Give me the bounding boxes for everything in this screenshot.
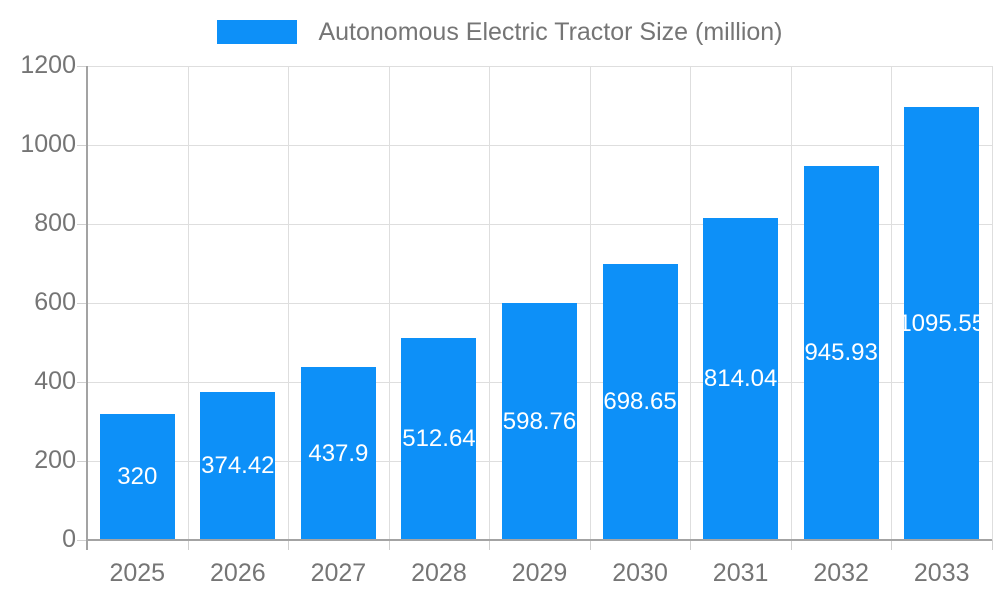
x-axis-tick-label: 2025	[109, 559, 166, 587]
x-gridline	[590, 66, 591, 540]
bar-value-label: 320	[117, 462, 158, 490]
x-axis-tick-label: 2027	[310, 559, 367, 587]
x-axis-tick-label: 2032	[813, 559, 869, 587]
y-axis-tick-label: 400	[34, 367, 76, 395]
y-axis-tick-label: 0	[62, 525, 76, 553]
bar[interactable]	[401, 337, 477, 540]
x-axis-tick-label: 2030	[612, 559, 668, 587]
x-gridline	[891, 66, 892, 540]
x-gridline	[489, 66, 490, 540]
x-axis-tick	[891, 540, 892, 550]
bar-value-label: 512.64	[402, 424, 476, 452]
bar[interactable]	[703, 218, 779, 540]
x-axis-tick-label: 2029	[511, 559, 568, 587]
y-gridline	[87, 224, 992, 225]
x-gridline	[992, 66, 993, 540]
bar-value-label: 698.65	[603, 388, 677, 416]
y-axis-line	[86, 66, 88, 550]
bar-value-label: 945.93	[804, 339, 878, 367]
y-axis-tick	[77, 224, 87, 225]
y-gridline	[87, 66, 992, 67]
bar-value-label: 814.04	[703, 365, 778, 393]
x-axis-tick	[690, 540, 691, 550]
x-axis-tick-label: 2026	[210, 559, 266, 587]
x-axis-tick	[590, 540, 591, 550]
bar[interactable]	[803, 166, 879, 540]
x-axis-tick-label: 2033	[913, 559, 970, 587]
y-gridline	[87, 145, 992, 146]
x-axis-tick	[992, 540, 993, 550]
bar[interactable]	[602, 264, 678, 540]
bar[interactable]	[904, 107, 980, 540]
y-axis-tick	[77, 461, 87, 462]
y-axis-tick	[77, 540, 87, 541]
x-gridline	[188, 66, 189, 540]
y-axis-tick	[77, 303, 87, 304]
y-axis-tick-label: 800	[34, 209, 76, 237]
bar[interactable]	[200, 392, 276, 540]
bar-value-label: 374.42	[201, 452, 275, 480]
x-axis-tick-label: 2028	[411, 559, 467, 587]
legend-item[interactable]: Autonomous Electric Tractor Size (millio…	[0, 18, 1000, 46]
x-axis-tick	[389, 540, 390, 550]
x-gridline	[690, 66, 691, 540]
x-gridline	[791, 66, 792, 540]
y-axis-tick-label: 600	[34, 288, 76, 316]
x-gridline	[288, 66, 289, 540]
bar[interactable]	[99, 413, 175, 540]
y-axis-tick-label: 1000	[20, 130, 76, 158]
legend-swatch	[217, 20, 298, 44]
bar-value-label: 598.76	[502, 407, 577, 435]
bar-value-label: 1095.55	[898, 309, 986, 337]
y-axis-tick	[77, 66, 87, 67]
x-axis-tick	[489, 540, 490, 550]
x-axis-tick-label: 2031	[712, 559, 769, 587]
x-axis-tick	[188, 540, 189, 550]
y-axis-tick-label: 200	[34, 446, 76, 474]
legend-label: Autonomous Electric Tractor Size (millio…	[318, 17, 783, 46]
x-axis-tick	[288, 540, 289, 550]
bar-value-label: 437.9	[308, 439, 369, 467]
bar[interactable]	[300, 367, 376, 540]
y-axis-tick-label: 1200	[20, 51, 76, 79]
y-axis-tick	[77, 382, 87, 383]
x-axis-tick	[791, 540, 792, 550]
bar[interactable]	[502, 303, 577, 540]
x-gridline	[389, 66, 390, 540]
y-axis-tick	[77, 145, 87, 146]
x-axis-line	[87, 539, 992, 541]
